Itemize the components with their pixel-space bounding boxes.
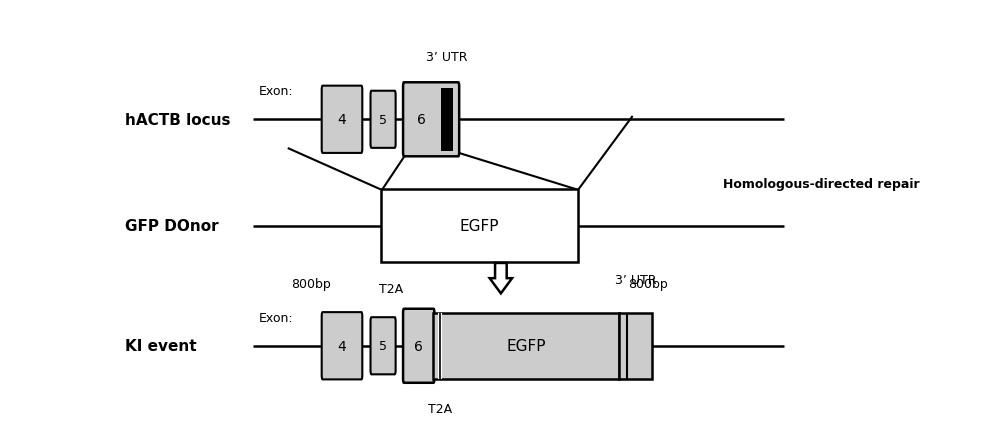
FancyBboxPatch shape — [322, 312, 362, 380]
Text: Homologous-directed repair: Homologous-directed repair — [723, 177, 920, 191]
Text: EGFP: EGFP — [507, 339, 546, 353]
Text: 3’ UTR: 3’ UTR — [615, 274, 656, 287]
Bar — [381, 190, 578, 262]
FancyBboxPatch shape — [371, 318, 396, 374]
Text: T2A: T2A — [379, 282, 403, 295]
FancyBboxPatch shape — [371, 92, 396, 148]
Text: Exon:: Exon: — [258, 311, 293, 324]
Text: T2A: T2A — [428, 402, 452, 415]
Text: hACTB locus: hACTB locus — [125, 113, 230, 127]
FancyBboxPatch shape — [322, 86, 362, 154]
Text: 3’ UTR: 3’ UTR — [426, 51, 468, 64]
Text: 800bp: 800bp — [291, 277, 331, 290]
Text: 4: 4 — [338, 339, 346, 353]
Bar — [619, 313, 652, 379]
Text: 5: 5 — [379, 339, 387, 353]
Text: Exon:: Exon: — [258, 85, 293, 98]
Text: 5: 5 — [379, 113, 387, 127]
FancyBboxPatch shape — [403, 309, 434, 383]
Polygon shape — [490, 263, 512, 294]
Text: EGFP: EGFP — [460, 219, 499, 234]
FancyBboxPatch shape — [403, 83, 459, 157]
Bar — [433, 313, 619, 379]
Text: KI event: KI event — [125, 339, 197, 353]
Bar — [441, 89, 453, 151]
Text: 6: 6 — [417, 113, 425, 127]
Text: 800bp: 800bp — [628, 277, 668, 290]
Text: GFP DOnor: GFP DOnor — [125, 219, 219, 234]
Text: 4: 4 — [338, 113, 346, 127]
Text: 6: 6 — [414, 339, 423, 353]
